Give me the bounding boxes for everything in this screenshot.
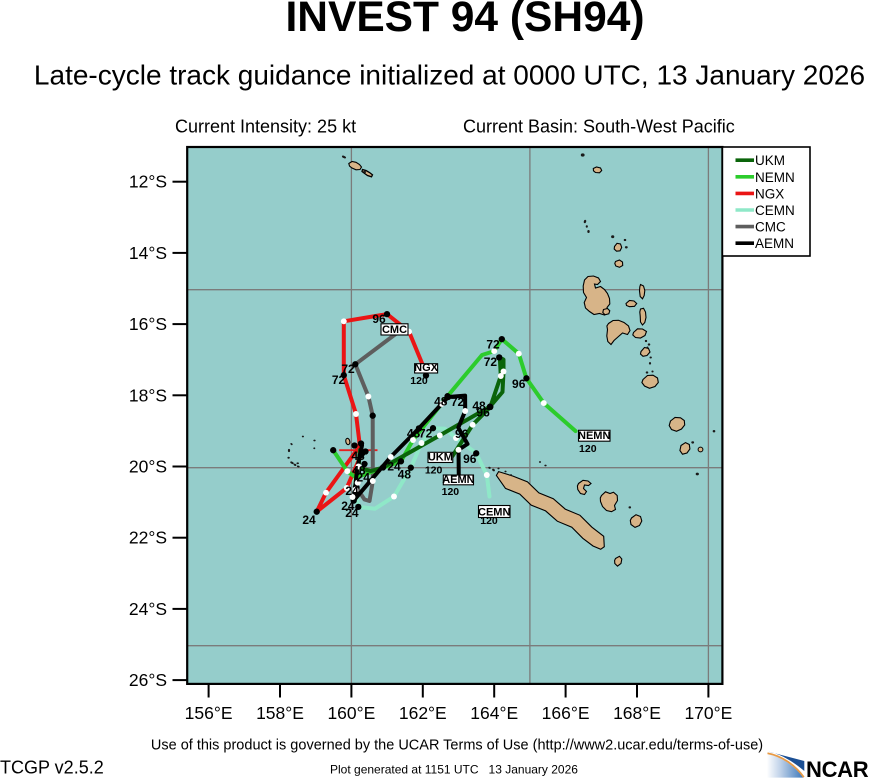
svg-text:14°S: 14°S — [129, 243, 167, 263]
svg-text:UKM: UKM — [755, 153, 785, 168]
svg-text:48: 48 — [434, 394, 448, 408]
svg-text:CMC: CMC — [382, 324, 407, 336]
svg-text:160°E: 160°E — [327, 703, 375, 723]
svg-text:12°S: 12°S — [129, 172, 167, 192]
svg-text:NCAR: NCAR — [806, 757, 869, 780]
svg-text:Plot generated at 1151 UTC 1: Plot generated at 1151 UTC 13 January 20… — [330, 763, 578, 777]
svg-text:Late-cycle track guidance init: Late-cycle track guidance initialized at… — [34, 60, 865, 91]
svg-text:24: 24 — [302, 513, 316, 527]
svg-text:24: 24 — [357, 470, 371, 484]
svg-text:96: 96 — [463, 452, 477, 466]
svg-text:Current Intensity: 25 kt: Current Intensity: 25 kt — [175, 117, 356, 137]
svg-text:24: 24 — [345, 506, 359, 520]
svg-text:96: 96 — [372, 312, 386, 326]
svg-text:22°S: 22°S — [129, 528, 167, 548]
svg-text:24: 24 — [341, 499, 355, 513]
svg-text:NEMN: NEMN — [755, 170, 795, 185]
svg-text:AEMN: AEMN — [755, 236, 794, 251]
svg-text:NGX: NGX — [755, 186, 784, 201]
svg-text:72: 72 — [451, 395, 465, 409]
svg-text:166°E: 166°E — [542, 703, 590, 723]
svg-text:TCGP v2.5.2: TCGP v2.5.2 — [0, 758, 104, 778]
svg-text:120: 120 — [442, 486, 460, 498]
svg-text:24: 24 — [345, 484, 359, 498]
svg-text:96: 96 — [476, 405, 490, 419]
svg-text:AEMN: AEMN — [442, 474, 474, 486]
svg-text:Use of this product is governe: Use of this product is governed by the U… — [151, 738, 763, 754]
svg-text:48: 48 — [398, 467, 412, 481]
svg-text:48: 48 — [352, 464, 366, 478]
svg-text:162°E: 162°E — [399, 703, 447, 723]
svg-text:24°S: 24°S — [129, 599, 167, 619]
svg-text:72: 72 — [484, 355, 498, 369]
svg-text:24: 24 — [387, 460, 401, 474]
svg-text:156°E: 156°E — [185, 703, 233, 723]
svg-text:NEMN: NEMN — [578, 430, 610, 442]
svg-text:170°E: 170°E — [684, 703, 732, 723]
svg-text:158°E: 158°E — [256, 703, 304, 723]
svg-text:26°S: 26°S — [129, 670, 167, 690]
svg-text:20°S: 20°S — [129, 457, 167, 477]
svg-text:164°E: 164°E — [470, 703, 518, 723]
svg-text:48: 48 — [407, 426, 421, 440]
svg-text:INVEST 94 (SH94): INVEST 94 (SH94) — [285, 0, 644, 41]
svg-text:UKM: UKM — [428, 452, 453, 464]
svg-text:48: 48 — [472, 399, 486, 413]
svg-text:96: 96 — [512, 377, 526, 391]
svg-text:72: 72 — [419, 426, 433, 440]
svg-text:120: 120 — [425, 465, 443, 477]
svg-text:CEMN: CEMN — [478, 507, 510, 519]
svg-text:72: 72 — [341, 362, 355, 376]
svg-text:16°S: 16°S — [129, 314, 167, 334]
svg-text:120: 120 — [410, 375, 428, 387]
svg-text:48: 48 — [351, 449, 365, 463]
svg-text:Current Basin: South-West Paci: Current Basin: South-West Pacific — [463, 117, 735, 137]
svg-text:168°E: 168°E — [613, 703, 661, 723]
svg-text:72: 72 — [486, 337, 500, 351]
svg-text:120: 120 — [579, 443, 597, 455]
svg-text:NGX: NGX — [414, 362, 439, 374]
svg-text:18°S: 18°S — [129, 385, 167, 405]
svg-text:120: 120 — [480, 515, 498, 527]
svg-text:72: 72 — [332, 373, 346, 387]
svg-text:CEMN: CEMN — [755, 203, 795, 218]
svg-text:96: 96 — [455, 427, 469, 441]
svg-text:CMC: CMC — [755, 220, 786, 235]
